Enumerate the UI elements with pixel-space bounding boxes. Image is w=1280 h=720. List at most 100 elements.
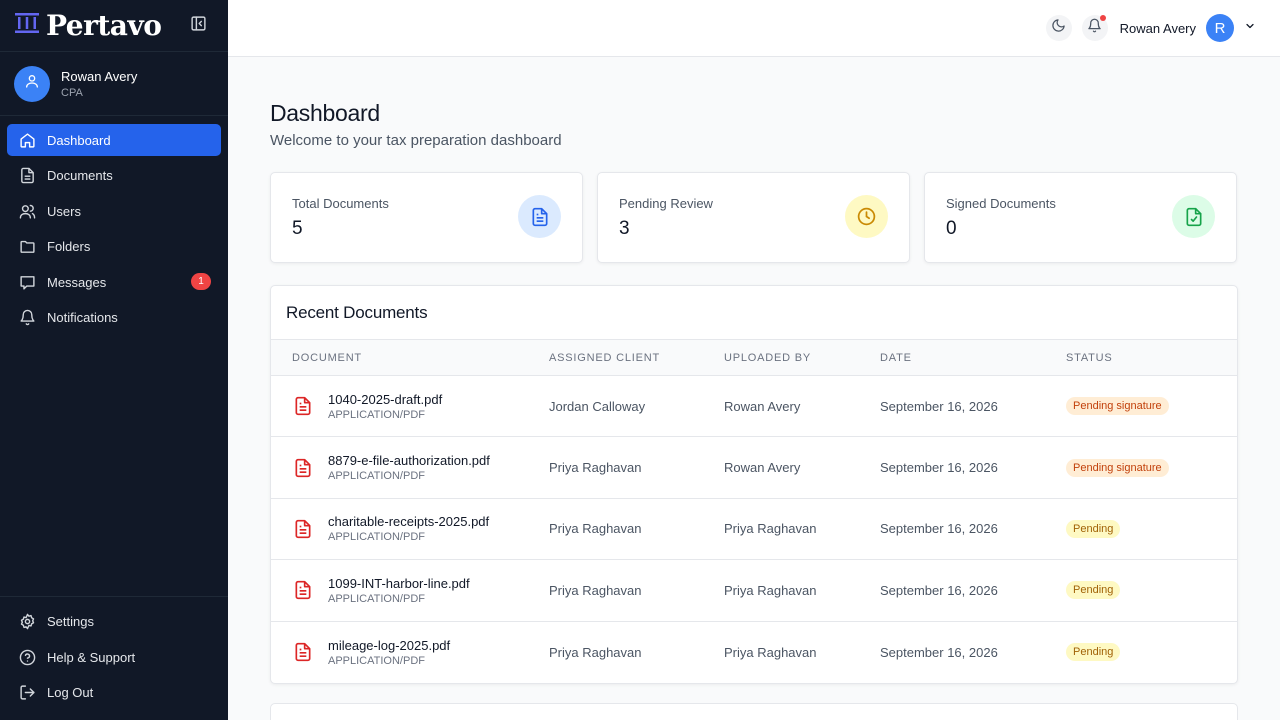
sidebar-item-label: Folders bbox=[47, 239, 91, 254]
assigned-client: Priya Raghavan bbox=[549, 644, 642, 660]
topbar-user-name[interactable]: Rowan Avery bbox=[1119, 20, 1196, 36]
folder-icon bbox=[18, 238, 36, 256]
brand-name: Pertavo bbox=[46, 9, 162, 42]
table-row[interactable]: charitable-receipts-2025.pdf APPLICATION… bbox=[271, 499, 1237, 561]
document-name[interactable]: mileage-log-2025.pdf bbox=[328, 637, 451, 653]
sidebar-item-help[interactable]: Help & Support bbox=[7, 641, 221, 673]
document-type: APPLICATION/PDF bbox=[328, 592, 425, 605]
stat-value: 0 bbox=[946, 218, 957, 239]
sidebar-item-label: Users bbox=[47, 203, 81, 219]
column-header-document: DOCUMENT bbox=[292, 351, 362, 364]
assigned-client: Priya Raghavan bbox=[549, 460, 642, 476]
status-badge: Pending signature bbox=[1066, 397, 1169, 416]
sidebar-item-label: Notifications bbox=[47, 310, 118, 325]
document-date: September 16, 2026 bbox=[880, 398, 998, 414]
column-header-status: STATUS bbox=[1066, 351, 1113, 364]
sidebar-item-notifications[interactable]: Notifications bbox=[7, 302, 221, 334]
sidebar-profile[interactable]: Rowan Avery CPA bbox=[0, 52, 228, 116]
sidebar-nav: Dashboard Documents Users Folders Messag… bbox=[0, 116, 228, 334]
home-icon bbox=[18, 131, 36, 149]
assigned-client: Priya Raghavan bbox=[549, 521, 642, 537]
assigned-client: Jordan Calloway bbox=[549, 398, 646, 414]
sidebar-collapse-button[interactable] bbox=[188, 15, 208, 37]
theme-toggle-button[interactable] bbox=[1045, 15, 1072, 41]
uploaded-by: Priya Raghavan bbox=[724, 582, 817, 598]
stat-label: Signed Documents bbox=[946, 196, 1056, 211]
sidebar: Pertavo Rowan Avery CPA Dashboard bbox=[0, 0, 228, 720]
column-header-assigned-client: ASSIGNED CLIENT bbox=[549, 351, 661, 364]
brand-header: Pertavo bbox=[0, 0, 228, 52]
messages-count-badge: 1 bbox=[191, 273, 211, 290]
document-type: APPLICATION/PDF bbox=[328, 408, 425, 421]
table-row[interactable]: 8879-e-file-authorization.pdf APPLICATIO… bbox=[271, 437, 1237, 499]
uploaded-by: Priya Raghavan bbox=[724, 521, 817, 537]
next-section-card bbox=[270, 703, 1238, 720]
topbar-avatar[interactable]: R bbox=[1206, 14, 1234, 42]
notification-dot bbox=[1099, 15, 1106, 21]
stat-card-signed-documents: Signed Documents 0 bbox=[924, 172, 1237, 263]
notifications-button[interactable] bbox=[1081, 15, 1108, 41]
status-badge: Pending signature bbox=[1066, 458, 1169, 477]
recent-documents-card: Recent Documents DOCUMENT ASSIGNED CLIEN… bbox=[270, 285, 1238, 684]
sidebar-item-label: Dashboard bbox=[47, 132, 111, 148]
page-subtitle: Welcome to your tax preparation dashboar… bbox=[270, 132, 562, 149]
sidebar-item-label: Messages bbox=[47, 274, 107, 290]
document-type: APPLICATION/PDF bbox=[328, 654, 425, 667]
document-name[interactable]: 1099-INT-harbor-line.pdf bbox=[328, 575, 470, 591]
column-header-uploaded-by: UPLOADED BY bbox=[724, 351, 812, 364]
user-icon bbox=[24, 73, 40, 94]
sidebar-item-label: Settings bbox=[47, 614, 94, 629]
topbar: Rowan Avery R bbox=[228, 0, 1280, 57]
main-content: Dashboard Welcome to your tax preparatio… bbox=[270, 100, 1238, 684]
sidebar-collapse-icon bbox=[190, 15, 207, 37]
document-name[interactable]: charitable-receipts-2025.pdf bbox=[328, 514, 490, 530]
stats-row: Total Documents 5 Pending Review 3 Signe… bbox=[270, 172, 1238, 263]
sidebar-item-label: Log Out bbox=[47, 685, 94, 700]
pdf-file-icon bbox=[292, 579, 314, 601]
chevron-down-icon[interactable] bbox=[1244, 19, 1256, 37]
status-badge: Pending bbox=[1066, 643, 1121, 662]
pdf-file-icon bbox=[292, 518, 314, 540]
brand-logo[interactable]: Pertavo bbox=[14, 9, 162, 42]
uploaded-by: Rowan Avery bbox=[724, 460, 801, 476]
bell-icon bbox=[18, 309, 36, 327]
sidebar-item-settings[interactable]: Settings bbox=[7, 606, 221, 638]
document-date: September 16, 2026 bbox=[880, 582, 998, 598]
sidebar-item-messages[interactable]: Messages 1 bbox=[7, 266, 221, 298]
column-header-date: DATE bbox=[880, 351, 912, 364]
sidebar-item-dashboard[interactable]: Dashboard bbox=[7, 124, 221, 156]
sidebar-item-folders[interactable]: Folders bbox=[7, 231, 221, 263]
pdf-file-icon bbox=[292, 395, 314, 417]
columns-logo-icon bbox=[14, 12, 40, 39]
document-icon bbox=[518, 195, 561, 238]
uploaded-by: Rowan Avery bbox=[724, 398, 801, 414]
gear-icon bbox=[18, 613, 36, 631]
sidebar-item-logout[interactable]: Log Out bbox=[7, 677, 221, 709]
status-badge: Pending bbox=[1066, 581, 1121, 600]
document-name[interactable]: 8879-e-file-authorization.pdf bbox=[328, 453, 490, 469]
page-title: Dashboard bbox=[270, 100, 380, 126]
document-date: September 16, 2026 bbox=[880, 521, 998, 537]
message-icon bbox=[18, 273, 36, 291]
document-date: September 16, 2026 bbox=[880, 460, 998, 476]
document-type: APPLICATION/PDF bbox=[328, 470, 425, 483]
avatar bbox=[14, 65, 50, 102]
document-type: APPLICATION/PDF bbox=[328, 531, 425, 544]
table-row[interactable]: mileage-log-2025.pdf APPLICATION/PDF Pri… bbox=[271, 622, 1237, 683]
pdf-file-icon bbox=[292, 641, 314, 663]
assigned-client: Priya Raghavan bbox=[549, 582, 642, 598]
stat-value: 3 bbox=[619, 218, 630, 239]
bell-icon bbox=[1087, 18, 1102, 38]
pdf-file-icon bbox=[292, 457, 314, 479]
stat-value: 5 bbox=[292, 218, 303, 239]
sidebar-item-documents[interactable]: Documents bbox=[7, 160, 221, 192]
document-name[interactable]: 1040-2025-draft.pdf bbox=[328, 391, 443, 407]
sidebar-item-users[interactable]: Users bbox=[7, 195, 221, 227]
table-row[interactable]: 1040-2025-draft.pdf APPLICATION/PDF Jord… bbox=[271, 376, 1237, 438]
profile-name: Rowan Avery bbox=[61, 68, 138, 84]
table-row[interactable]: 1099-INT-harbor-line.pdf APPLICATION/PDF… bbox=[271, 560, 1237, 622]
table-header: DOCUMENT ASSIGNED CLIENT UPLOADED BY DAT… bbox=[271, 340, 1237, 376]
sidebar-item-label: Help & Support bbox=[47, 649, 136, 665]
document-date: September 16, 2026 bbox=[880, 644, 998, 660]
file-check-icon bbox=[1172, 195, 1215, 238]
